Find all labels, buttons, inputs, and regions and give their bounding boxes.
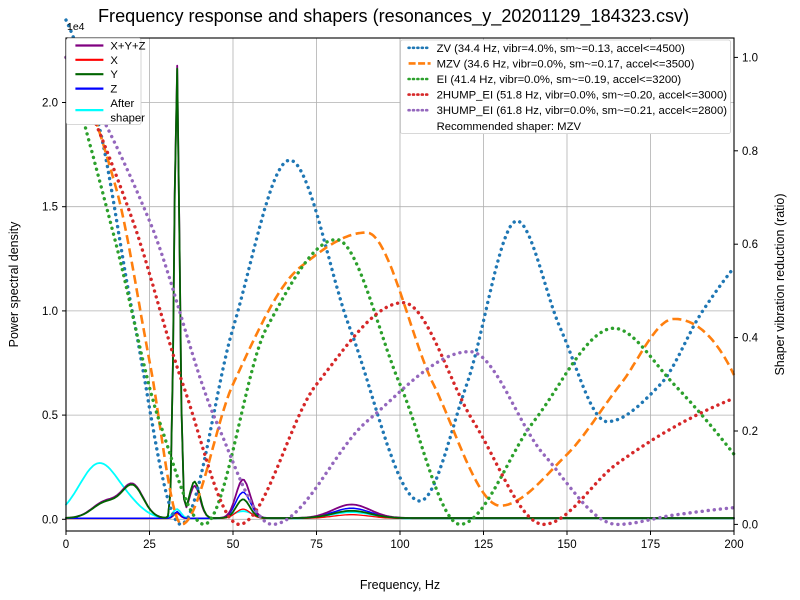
svg-text:1.0: 1.0 [742, 52, 758, 64]
svg-text:Shaper vibration reduction (ra: Shaper vibration reduction (ratio) [773, 193, 787, 375]
svg-text:175: 175 [641, 539, 660, 551]
svg-text:1.0: 1.0 [42, 306, 58, 318]
svg-text:0: 0 [63, 539, 69, 551]
svg-text:75: 75 [310, 539, 323, 551]
svg-text:0.2: 0.2 [742, 426, 758, 438]
svg-text:1e4: 1e4 [67, 21, 85, 33]
svg-text:100: 100 [390, 539, 409, 551]
svg-text:ZV (34.4 Hz, vibr=4.0%, sm~=0.: ZV (34.4 Hz, vibr=4.0%, sm~=0.13, accel<… [437, 43, 686, 55]
svg-text:0.5: 0.5 [42, 410, 58, 422]
svg-text:Recommended shaper: MZV: Recommended shaper: MZV [437, 121, 582, 133]
svg-text:Power spectral density: Power spectral density [7, 221, 21, 348]
svg-text:X: X [110, 55, 118, 67]
svg-text:Y: Y [110, 69, 118, 81]
svg-text:X+Y+Z: X+Y+Z [110, 41, 145, 53]
svg-text:Z: Z [110, 84, 117, 96]
svg-text:200: 200 [724, 539, 743, 551]
svg-text:2HUMP_EI (51.8 Hz, vibr=0.0%,: 2HUMP_EI (51.8 Hz, vibr=0.0%, sm~=0.20, … [437, 90, 728, 102]
svg-text:25: 25 [143, 539, 156, 551]
svg-text:MZV (34.6 Hz, vibr=0.0%, sm~=0: MZV (34.6 Hz, vibr=0.0%, sm~=0.17, accel… [437, 58, 695, 70]
svg-text:shaper: shaper [110, 112, 145, 124]
svg-text:0.8: 0.8 [742, 146, 758, 158]
svg-text:EI (41.4 Hz, vibr=0.0%, sm~=0.: EI (41.4 Hz, vibr=0.0%, sm~=0.19, accel<… [437, 74, 682, 86]
svg-text:0.0: 0.0 [42, 514, 58, 526]
svg-text:150: 150 [557, 539, 576, 551]
svg-text:1.5: 1.5 [42, 202, 58, 214]
svg-text:50: 50 [227, 539, 240, 551]
svg-text:3HUMP_EI (61.8 Hz, vibr=0.0%,: 3HUMP_EI (61.8 Hz, vibr=0.0%, sm~=0.21, … [437, 105, 728, 117]
svg-text:0.4: 0.4 [742, 333, 759, 345]
svg-text:2.0: 2.0 [42, 98, 58, 110]
svg-text:After: After [110, 98, 134, 110]
svg-text:125: 125 [474, 539, 493, 551]
svg-text:Frequency, Hz: Frequency, Hz [360, 578, 440, 592]
svg-text:0.0: 0.0 [742, 519, 758, 531]
svg-text:0.6: 0.6 [742, 239, 758, 251]
svg-text:Frequency response and shapers: Frequency response and shapers (resonanc… [98, 6, 689, 27]
